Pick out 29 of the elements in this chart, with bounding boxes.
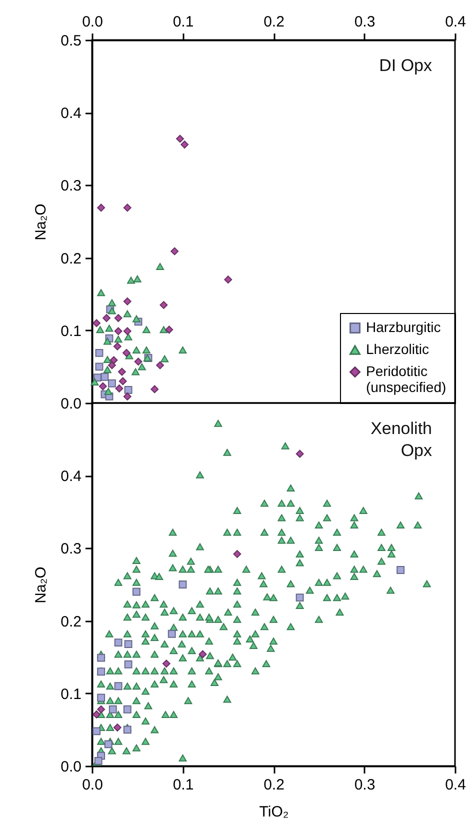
y-tick-label: 0.4 [60, 105, 82, 122]
x-tick-label: 0.4 [445, 14, 466, 30]
y-tick-label: 0.2 [60, 613, 82, 630]
y-tick-label: 0.0 [60, 396, 82, 412]
legend-label: Peridotitic (unspecified) [366, 363, 446, 395]
x-tick-label: 0.0 [82, 14, 103, 30]
x-tick-label: 0.0 [82, 776, 103, 794]
legend-label: Lherzolitic [366, 341, 430, 357]
x-tick-label: 0.3 [354, 14, 376, 30]
y-tick-label: 0.3 [60, 540, 82, 558]
x-tick-label: 0.2 [264, 776, 284, 794]
y-tick-label: 0.4 [60, 468, 82, 486]
y-tick-label: 0.1 [60, 322, 82, 340]
x-tick-label: 0.1 [172, 14, 194, 30]
y-tick-label: 0.1 [60, 686, 82, 703]
y-tick-label: 0.5 [60, 32, 82, 50]
annotation: Xenolith Opx [370, 419, 432, 460]
y-axis-title: Na₂O [32, 566, 50, 604]
x-tick-label: 0.4 [445, 776, 466, 794]
x-axis-title: TiO₂ [259, 804, 289, 820]
y-axis-title: Na₂O [32, 204, 50, 240]
x-tick-label: 0.2 [264, 14, 284, 30]
annotation: DI Opx [379, 56, 432, 75]
y-tick-label: 0.0 [60, 758, 82, 776]
legend-label: Harzburgitic [366, 319, 441, 335]
y-tick-label: 0.3 [60, 178, 82, 195]
x-tick-label: 0.3 [354, 776, 376, 794]
x-tick-label: 0.1 [172, 776, 194, 794]
y-tick-label: 0.2 [60, 250, 82, 268]
